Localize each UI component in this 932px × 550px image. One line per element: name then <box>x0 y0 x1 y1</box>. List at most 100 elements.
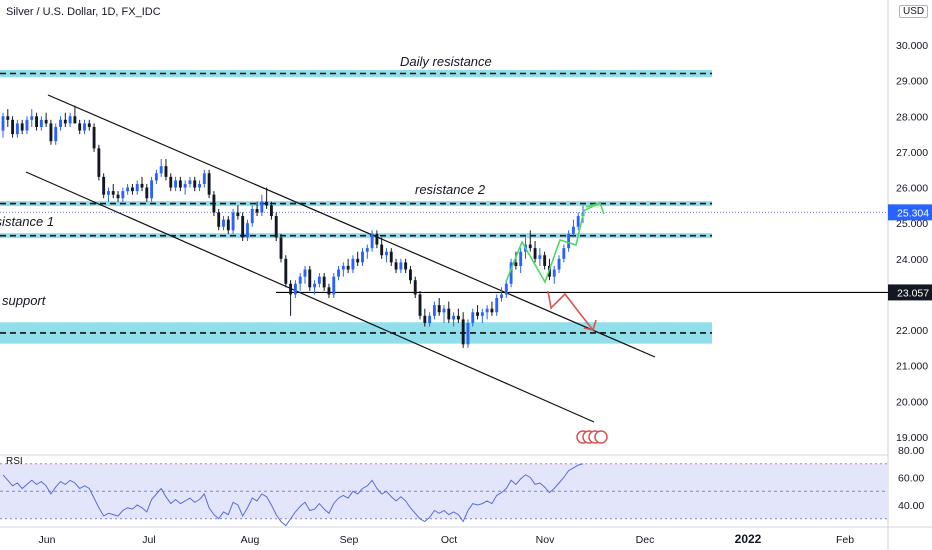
candle-body <box>461 319 465 345</box>
candle-body <box>255 208 259 213</box>
candle-body <box>130 187 134 192</box>
annotation-label: support <box>2 293 47 308</box>
candle-body <box>289 283 293 295</box>
candle-body <box>552 269 556 277</box>
candle-body <box>490 308 494 313</box>
candle-body <box>25 119 29 131</box>
candle-body <box>202 173 206 184</box>
candle-body <box>198 183 201 188</box>
candle-body <box>260 201 264 213</box>
candle-body <box>456 315 460 320</box>
candle-body <box>274 216 278 238</box>
candle-body <box>571 226 575 234</box>
candle-body <box>174 180 177 188</box>
price-axis-label: 28.000 <box>896 111 928 123</box>
candle-body <box>30 116 34 120</box>
candle-body <box>159 166 163 174</box>
candle-body <box>107 191 110 195</box>
candle-body <box>169 176 173 188</box>
candle-body <box>418 294 422 316</box>
candle-body <box>543 255 547 266</box>
price-axis-label: 27.000 <box>896 147 928 159</box>
candle-body <box>293 283 297 295</box>
candle-body <box>399 262 403 270</box>
candle-body <box>538 255 542 259</box>
current-price-label: 25.304 <box>897 207 929 219</box>
candle-body <box>121 191 125 199</box>
candle-body <box>54 126 58 142</box>
candle-body <box>337 269 340 277</box>
rsi-axis-label: 60.00 <box>898 473 924 485</box>
green-arrowhead <box>585 202 605 215</box>
candle-body <box>236 212 240 217</box>
time-axis-label: Dec <box>636 534 655 546</box>
candle-body <box>183 183 187 188</box>
candle-body <box>380 244 384 256</box>
chart-title: Silver / U.S. Dollar, 1D, FX_IDC <box>6 6 161 18</box>
candle-body <box>389 251 393 263</box>
annotation-label: Daily resistance <box>400 54 492 69</box>
horizontal-level-label: 23.057 <box>897 287 929 299</box>
candle-body <box>394 262 398 270</box>
channel-lower-line <box>25 171 595 423</box>
rsi-line <box>2 463 584 527</box>
candle-body <box>528 244 532 249</box>
candle-body <box>83 123 86 131</box>
candle-body <box>409 269 412 281</box>
candle-body <box>222 219 225 227</box>
candle-body <box>39 119 43 127</box>
candle-body <box>423 315 427 323</box>
price-axis-label: 21.000 <box>896 361 928 373</box>
candle-body <box>135 183 139 192</box>
price-axis-label: 19.000 <box>896 432 928 444</box>
candle-body <box>231 212 235 231</box>
time-axis-label: Nov <box>536 534 555 546</box>
candle-body <box>44 119 48 124</box>
candle-body <box>466 322 470 345</box>
current-price-box <box>888 204 932 221</box>
candle-body <box>246 223 249 238</box>
candle-body <box>1 116 5 131</box>
candle-body <box>68 116 72 124</box>
candle-body <box>327 287 331 295</box>
price-axis-label: 29.000 <box>896 76 928 88</box>
candle-body <box>432 305 436 316</box>
event-badge-icon <box>594 430 608 444</box>
candle-body <box>375 233 379 245</box>
candle-body <box>212 194 216 213</box>
candle-body <box>413 280 417 295</box>
rsi-axis-label: 80.00 <box>898 445 924 457</box>
candle-body <box>126 187 130 192</box>
candle-body <box>269 205 273 217</box>
time-axis-label: Sep <box>340 534 359 546</box>
annotation-label: resistance 2 <box>415 182 486 197</box>
horizontal-level-box <box>888 284 932 301</box>
candle-body <box>519 251 523 266</box>
candle-body <box>193 180 197 188</box>
candle-body <box>514 262 518 266</box>
candle-body <box>452 315 456 320</box>
candle-body <box>154 173 158 181</box>
candle-body <box>284 258 288 284</box>
candle-body <box>370 233 374 249</box>
candle-body <box>15 123 19 135</box>
candle-body <box>480 312 484 316</box>
candle-body <box>356 258 360 263</box>
candle-body <box>164 166 168 177</box>
time-axis-label: 2022 <box>735 532 762 546</box>
candle-body <box>500 294 503 299</box>
candle-body <box>317 276 321 284</box>
candle-body <box>150 180 154 199</box>
candle-body <box>576 216 580 227</box>
annotation-label: resistance 1 <box>0 214 54 229</box>
candle-body <box>509 262 513 284</box>
candle-body <box>365 248 369 252</box>
currency-button[interactable]: USD <box>899 5 929 18</box>
price-axis-label: 26.000 <box>896 183 928 195</box>
candle-body <box>11 119 15 135</box>
time-axis-label: Jul <box>142 534 155 546</box>
candle-body <box>250 208 254 224</box>
candle-body <box>442 308 446 313</box>
candle-body <box>73 116 77 124</box>
